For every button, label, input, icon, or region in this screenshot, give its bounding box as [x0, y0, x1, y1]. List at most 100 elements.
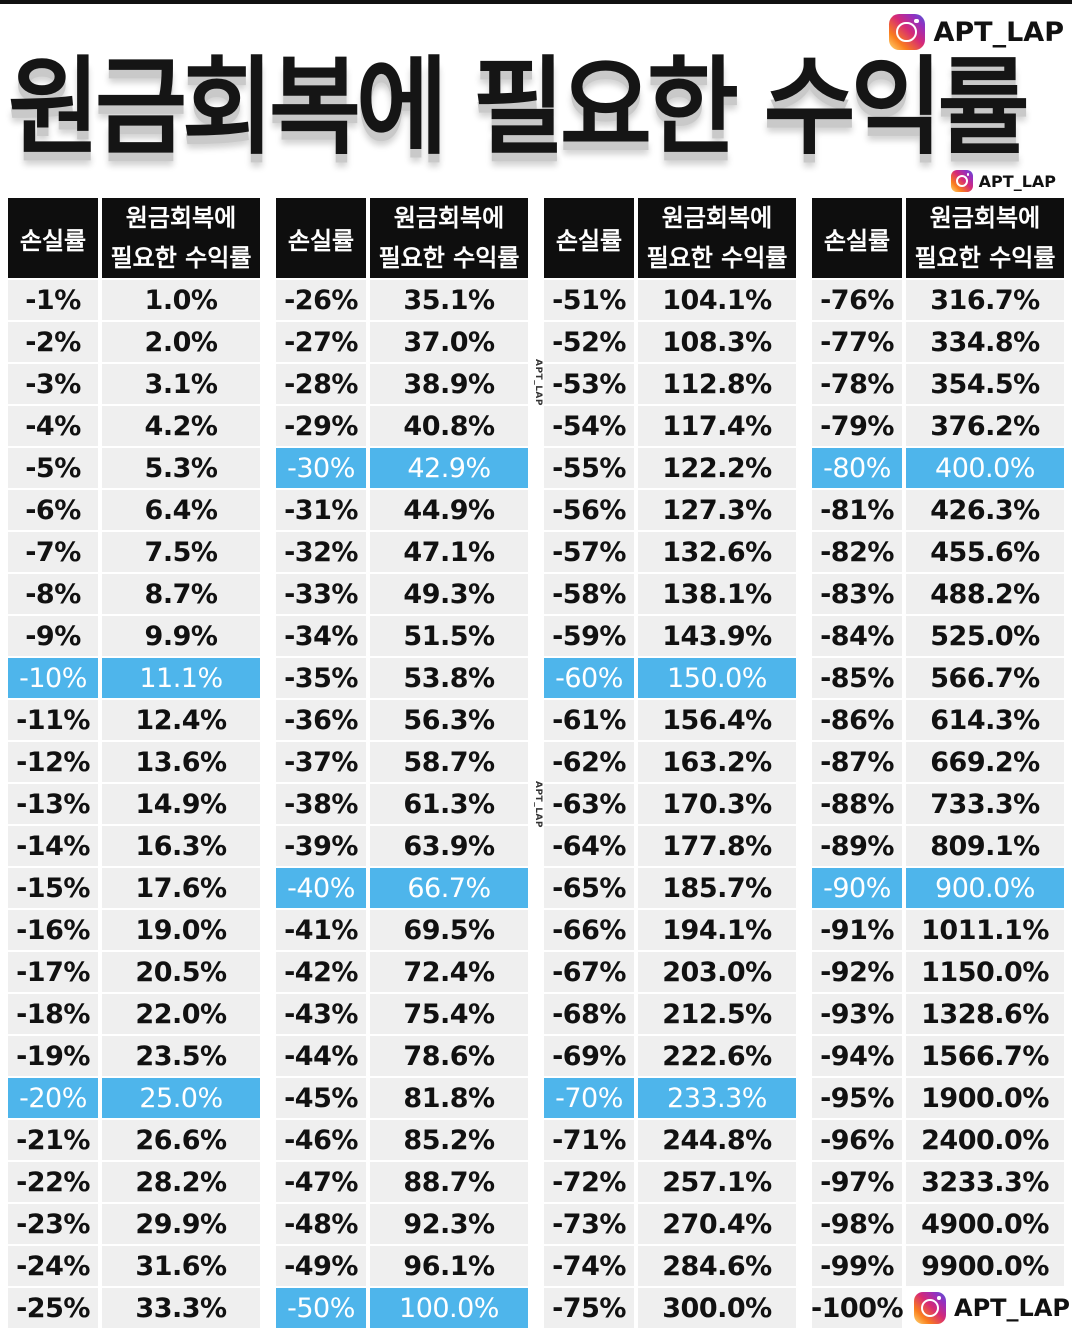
table-row: -94% 1566.7%: [812, 1036, 1064, 1076]
required-return-cell: 400.0%: [906, 448, 1064, 488]
required-return-cell: 38.9%: [370, 364, 528, 404]
loss-rate-cell: -42%: [276, 952, 366, 992]
required-return-cell: 3.1%: [102, 364, 260, 404]
required-return-cell: 49.3%: [370, 574, 528, 614]
table-row: -97% 3233.3%: [812, 1162, 1064, 1202]
loss-rate-cell: -7%: [8, 532, 98, 572]
required-return-cell: 31.6%: [102, 1246, 260, 1286]
loss-rate-cell: -21%: [8, 1120, 98, 1160]
table-row: -39% 63.9%: [276, 826, 528, 866]
required-return-cell: 9.9%: [102, 616, 260, 656]
required-return-cell: 222.6%: [638, 1036, 796, 1076]
required-return-cell: 194.1%: [638, 910, 796, 950]
table-row: -63% 170.3%: [544, 784, 796, 824]
table-row: -23% 29.9%: [8, 1204, 260, 1244]
loss-rate-cell: -60%: [544, 658, 634, 698]
loss-rate-cell: -10%: [8, 658, 98, 698]
required-return-cell: 316.7%: [906, 280, 1064, 320]
required-return-cell: 75.4%: [370, 994, 528, 1034]
required-return-cell: 33.3%: [102, 1288, 260, 1328]
table-row: -36% 56.3%: [276, 700, 528, 740]
table-row: -84% 525.0%: [812, 616, 1064, 656]
required-return-cell: 100.0%: [370, 1288, 528, 1328]
loss-rate-cell: -57%: [544, 532, 634, 572]
loss-rate-cell: -46%: [276, 1120, 366, 1160]
table-row: -98% 4900.0%: [812, 1204, 1064, 1244]
required-return-cell: 53.8%: [370, 658, 528, 698]
table-row: -21% 26.6%: [8, 1120, 260, 1160]
table-row: -17% 20.5%: [8, 952, 260, 992]
loss-rate-cell: -35%: [276, 658, 366, 698]
loss-rate-cell: -27%: [276, 322, 366, 362]
required-return-cell: 669.2%: [906, 742, 1064, 782]
brand-handle: APT_LAP: [533, 359, 543, 406]
required-return-cell: 61.3%: [370, 784, 528, 824]
required-return-cell: 12.4%: [102, 700, 260, 740]
table-row: -86% 614.3%: [812, 700, 1064, 740]
table-row: -19% 23.5%: [8, 1036, 260, 1076]
loss-rate-cell: -90%: [812, 868, 902, 908]
table-row: -4% 4.2%: [8, 406, 260, 446]
table-row: -47% 88.7%: [276, 1162, 528, 1202]
required-return-cell: 69.5%: [370, 910, 528, 950]
header-required-return: 원금회복에 필요한 수익률: [102, 198, 260, 278]
required-return-cell: 8.7%: [102, 574, 260, 614]
loss-rate-cell: -40%: [276, 868, 366, 908]
loss-rate-cell: -13%: [8, 784, 98, 824]
header-required-return-line1: 원금회복에: [929, 204, 1041, 232]
table-row: -73% 270.4%: [544, 1204, 796, 1244]
table-row: -20% 25.0%: [8, 1078, 260, 1118]
required-return-cell: 16.3%: [102, 826, 260, 866]
table-row: -79% 376.2%: [812, 406, 1064, 446]
loss-rate-cell: -47%: [276, 1162, 366, 1202]
loss-rate-cell: -82%: [812, 532, 902, 572]
table-row: -53% 112.8%: [544, 364, 796, 404]
table-row: -46% 85.2%: [276, 1120, 528, 1160]
table-row: -59% 143.9%: [544, 616, 796, 656]
required-return-cell: 1011.1%: [906, 910, 1064, 950]
header-loss-rate: 손실률: [276, 198, 366, 278]
loss-rate-cell: -31%: [276, 490, 366, 530]
required-return-cell: 2.0%: [102, 322, 260, 362]
brand-handle: APT_LAP: [933, 16, 1065, 48]
required-return-cell: 117.4%: [638, 406, 796, 446]
required-return-cell: 334.8%: [906, 322, 1064, 362]
required-return-cell: 4900.0%: [906, 1204, 1064, 1244]
loss-rate-cell: -14%: [8, 826, 98, 866]
table-row: -7% 7.5%: [8, 532, 260, 572]
table-row: -100%: [811, 1288, 1064, 1328]
loss-rate-cell: -17%: [8, 952, 98, 992]
loss-rate-cell: -50%: [276, 1288, 366, 1328]
instagram-watermark: APT_LAP: [888, 14, 1065, 50]
loss-rate-cell: -2%: [8, 322, 98, 362]
loss-rate-cell: -71%: [544, 1120, 634, 1160]
loss-rate-cell: -25%: [8, 1288, 98, 1328]
table-row: -27% 37.0%: [276, 322, 528, 362]
loss-rate-cell: -1%: [8, 280, 98, 320]
table-row: -2% 2.0%: [8, 322, 260, 362]
top-border: [0, 0, 1072, 4]
table-row: -80% 400.0%: [812, 448, 1064, 488]
required-return-cell: 29.9%: [102, 1204, 260, 1244]
required-return-cell: 42.9%: [370, 448, 528, 488]
brand-handle: APT_LAP: [533, 781, 543, 828]
header-loss-rate: 손실률: [812, 198, 902, 278]
header-required-return-line2: 필요한 수익률: [378, 244, 520, 272]
table-row: -43% 75.4%: [276, 994, 528, 1034]
table-row: -66% 194.1%: [544, 910, 796, 950]
required-return-cell: 40.8%: [370, 406, 528, 446]
required-return-cell: 354.5%: [906, 364, 1064, 404]
required-return-cell: 72.4%: [370, 952, 528, 992]
required-return-cell: 284.6%: [638, 1246, 796, 1286]
loss-rate-cell: -51%: [544, 280, 634, 320]
required-return-cell: 1.0%: [102, 280, 260, 320]
loss-rate-cell: -6%: [8, 490, 98, 530]
loss-rate-cell: -20%: [8, 1078, 98, 1118]
loss-rate-cell: -65%: [544, 868, 634, 908]
required-return-cell: 85.2%: [370, 1120, 528, 1160]
required-return-cell: 733.3%: [906, 784, 1064, 824]
loss-rate-cell: -45%: [276, 1078, 366, 1118]
loss-rate-cell: -19%: [8, 1036, 98, 1076]
required-return-cell: 4.2%: [102, 406, 260, 446]
table-row: -33% 49.3%: [276, 574, 528, 614]
